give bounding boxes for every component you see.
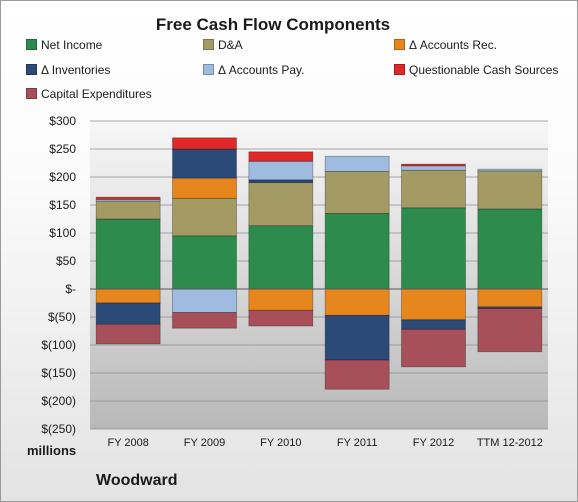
bar-segment	[95, 196, 161, 200]
y-tick-label: $(150)	[41, 366, 76, 380]
legend-label: Net Income	[41, 38, 103, 52]
legend-item: Δ Accounts Pay.	[203, 63, 305, 77]
x-tick-label: FY 2012	[413, 437, 454, 449]
bar-segment	[324, 314, 390, 361]
bar-segment	[324, 155, 390, 172]
bar-segment	[172, 288, 237, 313]
y-tick-label: $-	[65, 282, 76, 296]
legend-item: Δ Inventories	[26, 63, 110, 77]
bar-segment	[477, 208, 543, 290]
bar-segment	[401, 319, 466, 330]
company-name: Woodward	[96, 472, 178, 489]
y-tick-label: $200	[49, 170, 76, 184]
x-tick-label: FY 2011	[337, 437, 378, 449]
bar-segment	[172, 177, 237, 199]
bar-segment	[477, 288, 543, 308]
legend-item: Capital Expenditures	[26, 87, 152, 101]
legend-label: Δ Inventories	[41, 63, 111, 77]
chart-title: Free Cash Flow Components	[155, 15, 391, 34]
bar-segment	[95, 218, 161, 290]
bar-segment	[248, 151, 314, 162]
bar-segment	[324, 288, 390, 316]
legend-swatch	[26, 64, 37, 75]
y-tick-label: $(100)	[41, 338, 76, 352]
legend-label: Δ Accounts Rec.	[409, 38, 498, 52]
plot-background	[90, 121, 548, 429]
y-tick-label: $(50)	[48, 310, 76, 324]
bar-segment	[401, 328, 466, 368]
y-tick-label: $100	[49, 226, 76, 240]
legend-item: Questionable Cash Sources	[394, 63, 558, 77]
legend-item: D&A	[203, 38, 243, 52]
bar-segment	[95, 302, 161, 325]
y-tick-label: $250	[49, 142, 76, 156]
legend-label: Δ Accounts Pay.	[218, 63, 305, 77]
bar-segment	[172, 197, 237, 237]
unit-label: millions	[27, 443, 77, 458]
bar-segment	[324, 212, 390, 290]
legend-swatch	[203, 39, 214, 50]
bar-segment	[477, 168, 543, 172]
y-tick-label: $50	[56, 254, 76, 268]
x-tick-label: TTM 12-2012	[477, 437, 543, 449]
bar-segment	[401, 288, 466, 321]
bar-segment	[477, 170, 543, 210]
legend-label: Capital Expenditures	[41, 87, 152, 101]
bar-segment	[401, 169, 466, 209]
bar-segment	[95, 200, 161, 220]
x-tick-label: FY 2008	[107, 437, 148, 449]
bar-segment	[248, 182, 314, 227]
y-tick-label: $(200)	[41, 394, 76, 408]
bar-segment	[248, 288, 314, 311]
legend-swatch	[394, 39, 405, 50]
bar-segment	[172, 312, 237, 329]
bar-segment	[248, 225, 314, 290]
bar-segment	[477, 308, 543, 353]
x-tick-label: FY 2010	[260, 437, 301, 449]
bar-segment	[172, 148, 237, 179]
legend-item: Δ Accounts Rec.	[394, 38, 497, 52]
bar-segment	[401, 165, 466, 171]
y-tick-label: $(250)	[41, 422, 76, 436]
legend-swatch	[26, 88, 37, 99]
legend-swatch	[26, 39, 37, 50]
bar-segment	[401, 163, 466, 167]
legend-label: D&A	[218, 38, 243, 52]
legend-swatch	[394, 64, 405, 75]
bar-segment	[95, 288, 161, 304]
bar-segment	[324, 170, 390, 214]
legend-label: Questionable Cash Sources	[409, 63, 559, 77]
bar-segment	[248, 309, 314, 327]
y-tick-label: $150	[49, 198, 76, 212]
x-tick-label: FY 2009	[184, 437, 225, 449]
bar-segment	[324, 359, 390, 390]
bar-segment	[172, 137, 237, 150]
bar-segment	[95, 323, 161, 345]
bar-segment	[172, 235, 237, 290]
y-tick-label: $300	[49, 114, 76, 128]
bar-segment	[248, 179, 314, 184]
bar-segment	[401, 207, 466, 290]
legend-swatch	[203, 64, 214, 75]
legend-item: Net Income	[26, 38, 102, 52]
bar-segment	[248, 160, 314, 181]
